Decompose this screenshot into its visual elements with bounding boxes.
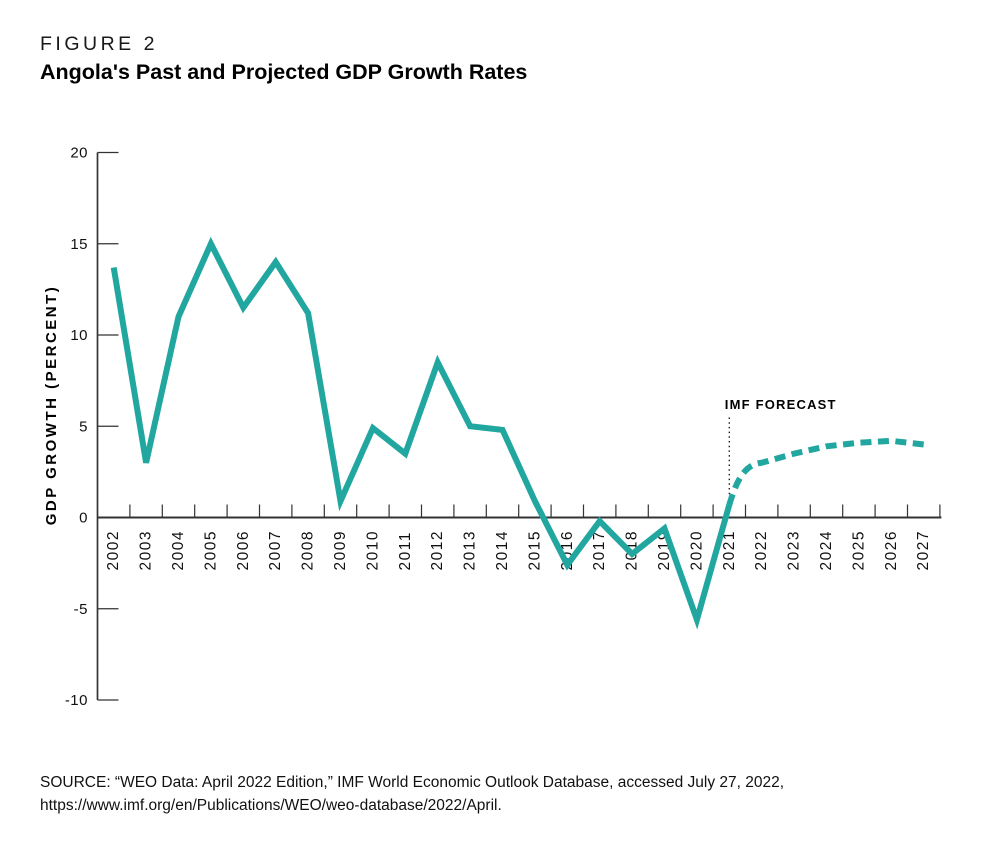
x-axis-tick-label: 2004 (170, 530, 187, 570)
y-axis-tick-label: 15 (70, 236, 88, 253)
x-axis-tick-label: 2013 (462, 530, 479, 570)
figure-title: Angola's Past and Projected GDP Growth R… (40, 60, 528, 84)
y-axis-tick-label: -5 (74, 601, 88, 618)
forecast-line (726, 437, 925, 506)
x-axis-tick-label: 2015 (526, 530, 543, 570)
x-axis-tick-label: 2025 (850, 530, 867, 570)
y-axis-tick-label: -10 (65, 692, 88, 709)
figure-label: FIGURE 2 (40, 33, 158, 55)
x-axis-tick-label: 2005 (202, 530, 219, 570)
historical-line (110, 236, 733, 630)
x-axis-tick-label: 2006 (235, 530, 252, 570)
x-axis-tick-label: 2022 (753, 530, 770, 570)
x-axis-tick-label: 2011 (397, 531, 414, 570)
x-axis-tick-label: 2027 (915, 530, 932, 570)
y-axis-title: GDP GROWTH (PERCENT) (43, 285, 60, 526)
x-axis-tick-label: 2012 (429, 530, 446, 570)
source-line-2: https://www.imf.org/en/Publications/WEO/… (40, 796, 502, 814)
x-axis-tick-label: 2007 (267, 530, 284, 570)
x-axis-tick-label: 2020 (688, 530, 705, 570)
source-note: SOURCE: “WEO Data: April 2022 Edition,” … (40, 772, 940, 817)
y-axis-tick-label: 10 (70, 327, 88, 344)
x-axis-tick-label: 2002 (105, 530, 122, 570)
x-axis-tick-label: 2026 (883, 530, 900, 570)
x-axis-tick-label: 2010 (364, 530, 381, 570)
y-axis-tick-label: 5 (79, 418, 88, 435)
imf-forecast-label: IMF FORECAST (725, 397, 837, 412)
x-axis-tick-label: 2017 (591, 530, 608, 570)
x-axis-tick-label: 2003 (138, 530, 155, 570)
y-axis-tick-label: 0 (79, 510, 88, 527)
x-axis-tick-label: 2014 (494, 530, 511, 570)
x-axis-tick-label: 2024 (818, 530, 835, 570)
x-axis-tick-label: 2008 (300, 530, 317, 570)
x-axis-tick-label: 2023 (786, 530, 803, 570)
y-axis-tick-label: 20 (70, 145, 88, 162)
x-axis-tick-label: 2009 (332, 530, 349, 570)
source-line-1: SOURCE: “WEO Data: April 2022 Edition,” … (40, 774, 785, 791)
x-axis-tick-label: 2021 (721, 530, 738, 570)
